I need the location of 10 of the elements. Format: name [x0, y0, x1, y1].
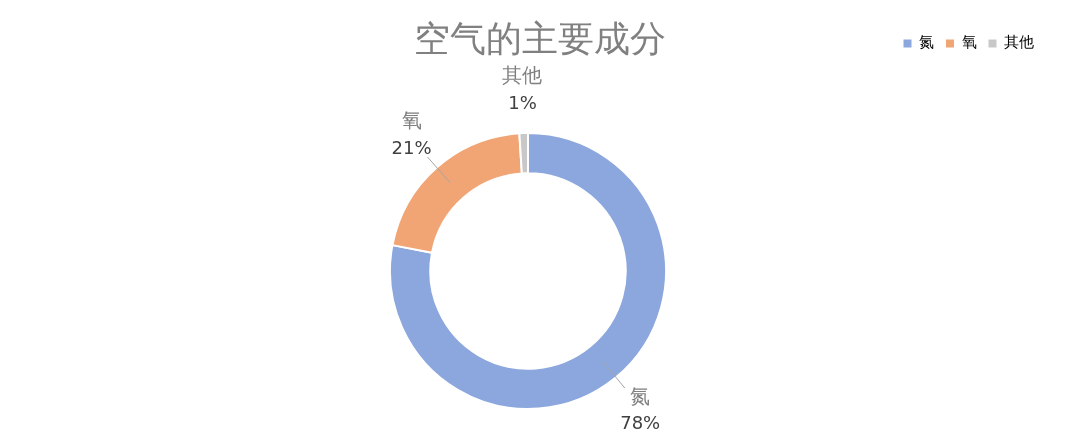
legend-label: 其他	[1004, 33, 1034, 52]
slice-label: 氮	[630, 383, 651, 408]
legend-label: 氮	[919, 33, 934, 52]
data-label: 1%	[508, 91, 537, 113]
slice-label: 其他	[502, 63, 543, 88]
slice-label: 氧	[401, 108, 422, 133]
data-label: 78%	[620, 412, 661, 434]
legend-label: 氧	[961, 33, 977, 52]
chart-title: 空气的主要成分	[414, 18, 666, 59]
data-label: 21%	[391, 136, 432, 158]
